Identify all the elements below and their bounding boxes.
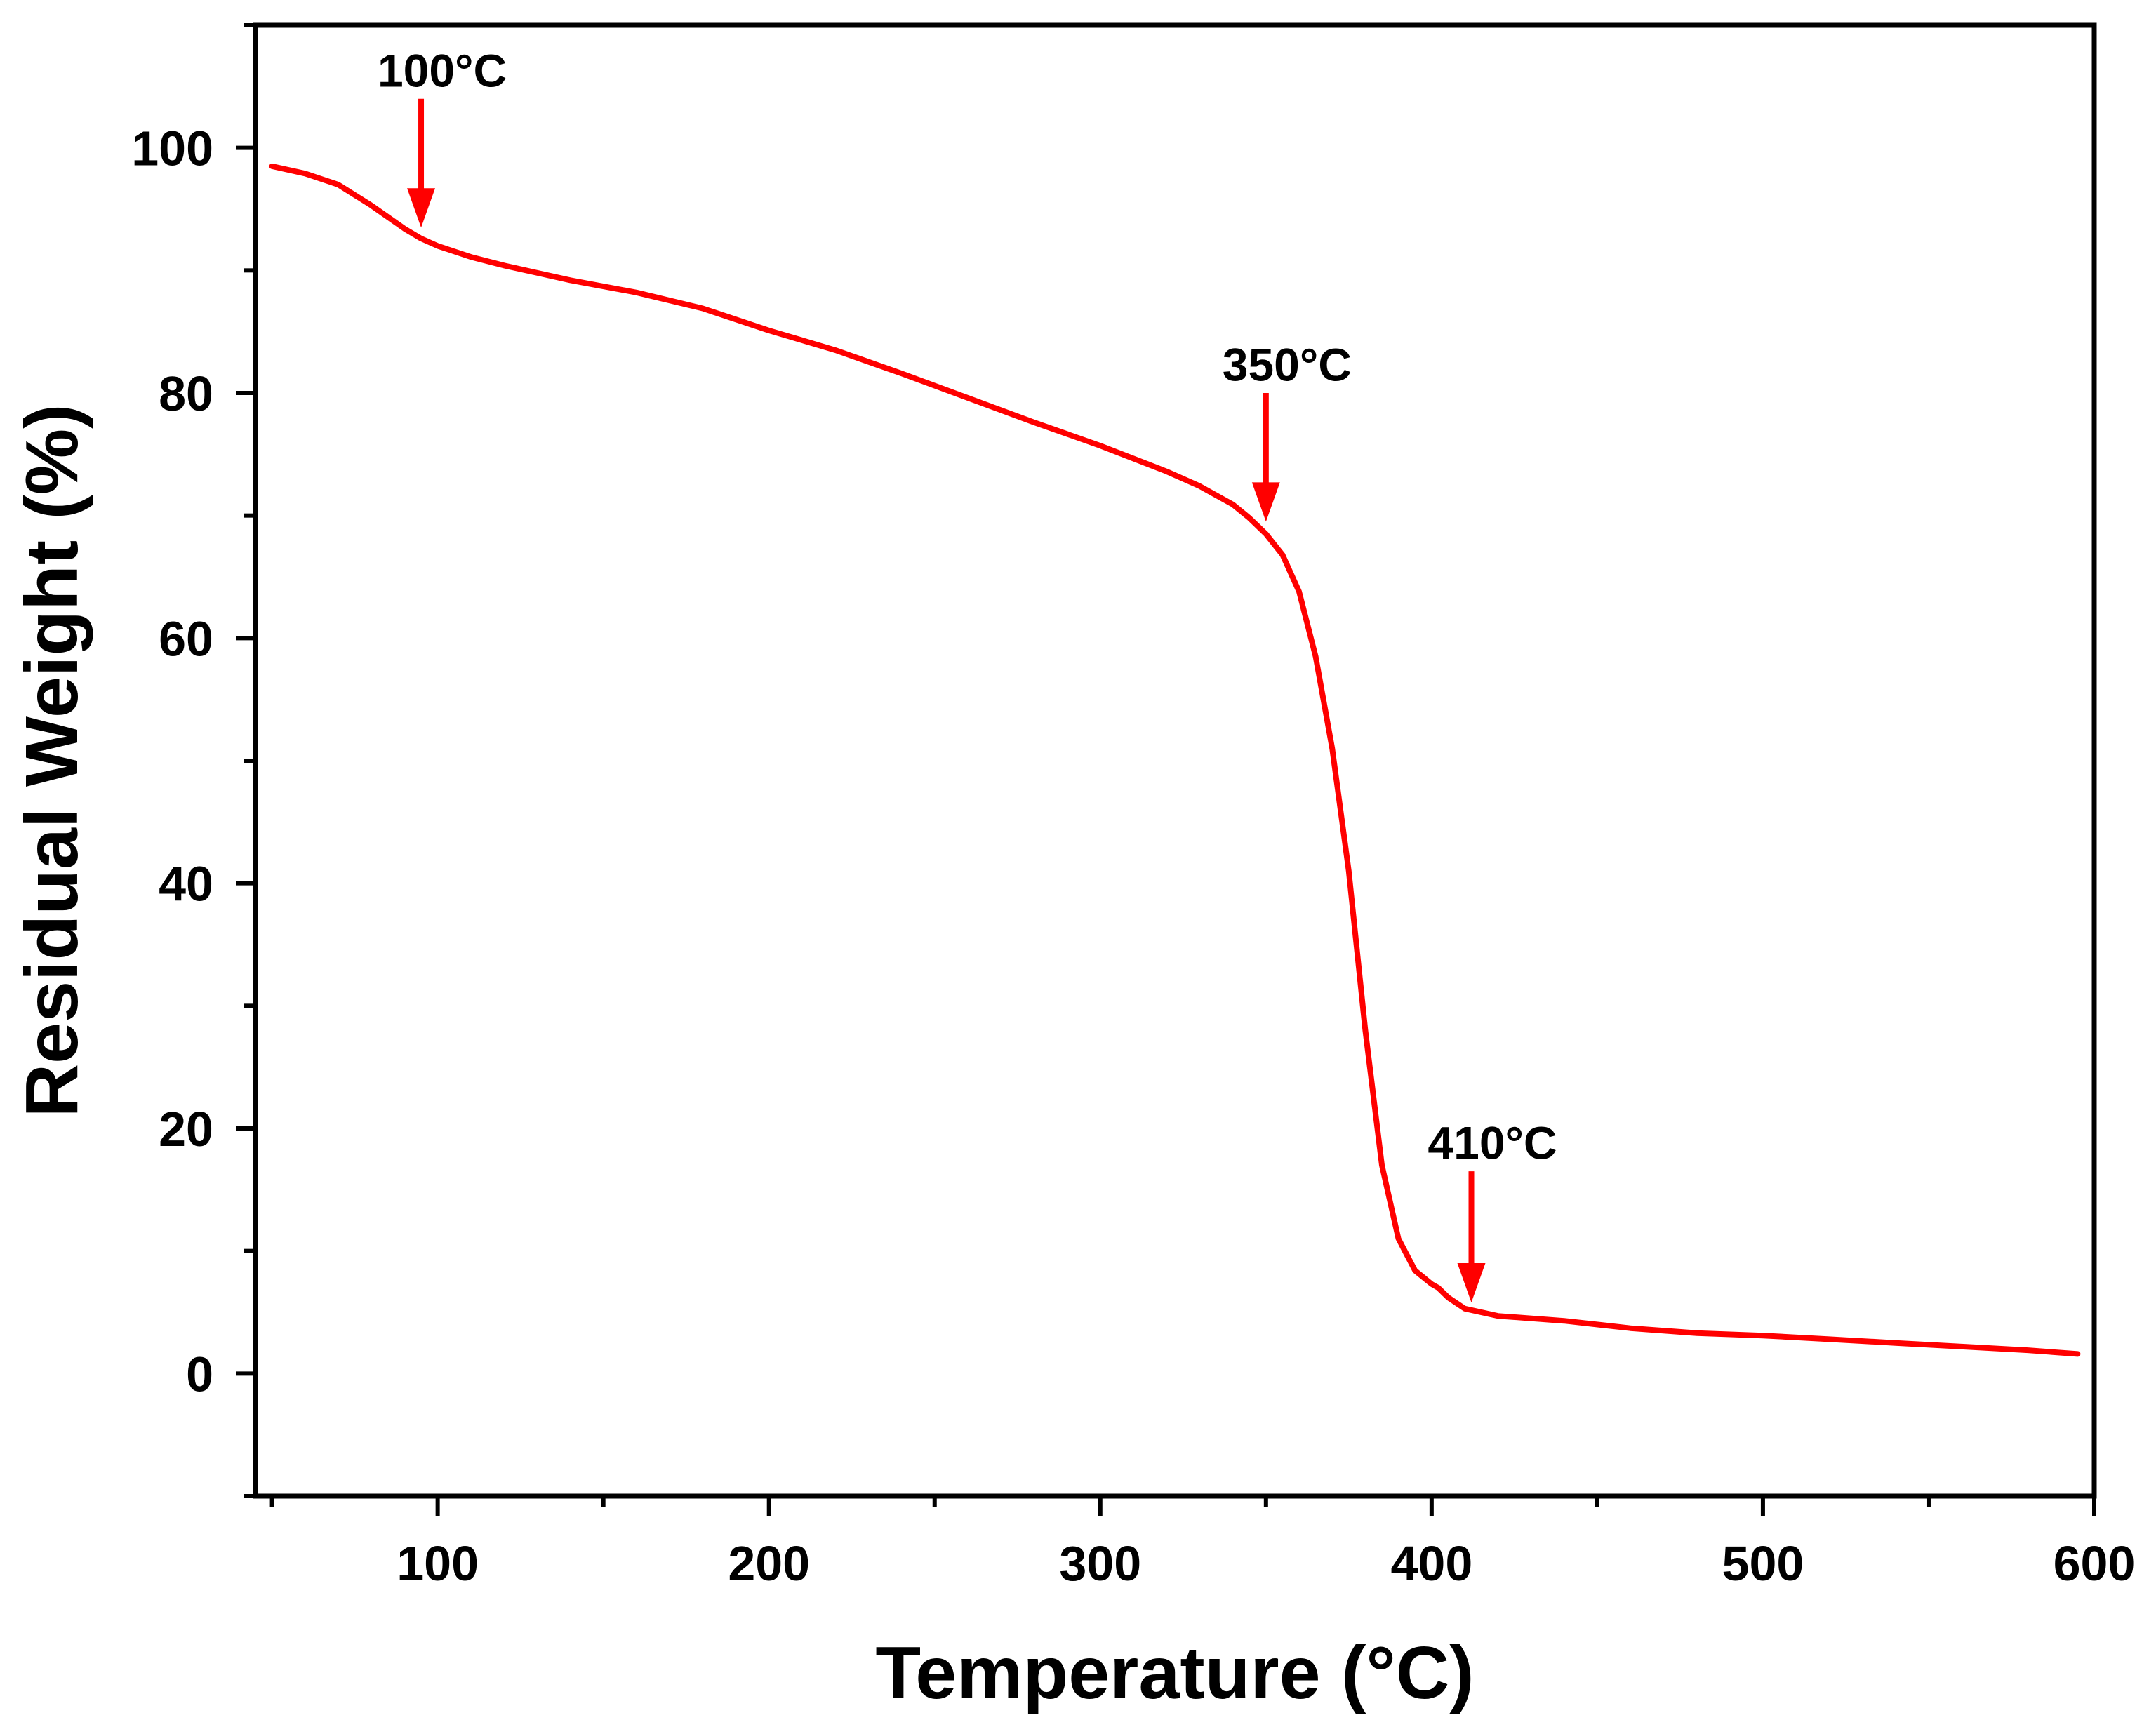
- annotation-arrow-head: [1251, 482, 1280, 522]
- y-axis-title: Residual Weight (%): [11, 404, 93, 1118]
- y-tick-label: 0: [186, 1347, 213, 1401]
- y-tick-label: 100: [131, 121, 213, 176]
- annotation-label: 410°C: [1428, 1117, 1557, 1169]
- y-tick-label: 20: [159, 1102, 213, 1156]
- annotation-arrow-head: [1457, 1263, 1486, 1303]
- x-tick-label: 100: [397, 1536, 479, 1591]
- series-layer: [269, 163, 2081, 1357]
- x-axis: 100 200 300 400 500 600: [270, 1496, 2136, 1591]
- x-tick-label: 500: [1722, 1536, 1804, 1591]
- y-tick-label: 40: [159, 857, 213, 912]
- y-tick-label: 80: [159, 366, 213, 421]
- annotation-label: 350°C: [1223, 339, 1352, 391]
- plot-frame: [253, 22, 2097, 1499]
- annotations-layer: 100°C 350°C 410°C: [378, 44, 1557, 1303]
- series-line: [269, 163, 2081, 1357]
- annotation-label: 100°C: [378, 44, 507, 96]
- x-tick-label: 300: [1059, 1536, 1141, 1591]
- y-tick-label: 60: [159, 611, 213, 666]
- y-axis: 0 20 40 60 80 100: [131, 23, 255, 1498]
- x-tick-label: 400: [1390, 1536, 1472, 1591]
- x-tick-label: 200: [728, 1536, 810, 1591]
- x-tick-label: 600: [2054, 1536, 2136, 1591]
- annotation-arrow-head: [407, 188, 436, 228]
- x-axis-title: Temperature (°C): [875, 1632, 1474, 1714]
